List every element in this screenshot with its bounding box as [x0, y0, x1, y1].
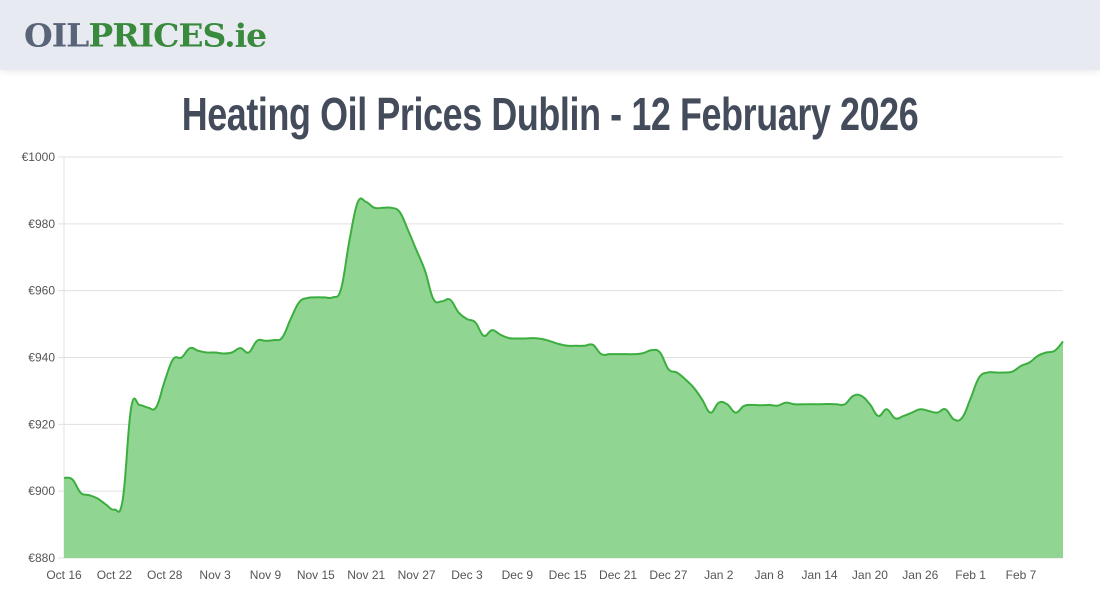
site-header: OILPRICES.ie — [0, 0, 1100, 70]
site-logo[interactable]: OILPRICES.ie — [24, 17, 267, 55]
x-tick-label: Dec 21 — [599, 568, 637, 582]
x-tick-label: Jan 14 — [802, 568, 838, 582]
y-axis: €880 €900 €920 €940 €960 €980 €1000 — [22, 150, 56, 565]
x-axis: Oct 16 Oct 22 Oct 28 Nov 3 Nov 9 Nov 15 Nov 21… — [46, 568, 1036, 582]
price-area-fill — [64, 198, 1063, 558]
y-tick-label: €920 — [28, 417, 55, 431]
x-tick-label: Oct 16 — [46, 568, 82, 582]
x-tick-label: Feb 1 — [955, 568, 986, 582]
x-tick-label: Dec 27 — [649, 568, 687, 582]
x-tick-label: Jan 2 — [704, 568, 734, 582]
x-tick-label: Jan 8 — [754, 568, 784, 582]
y-tick-label: €940 — [28, 351, 55, 365]
x-tick-label: Feb 7 — [1006, 568, 1037, 582]
x-tick-label: Nov 3 — [199, 568, 231, 582]
y-tick-label: €880 — [28, 551, 55, 565]
logo-prices-text: PRICES.ie — [88, 17, 267, 55]
logo-oil-text: OIL — [24, 17, 89, 55]
y-tick-label: €900 — [28, 484, 55, 498]
x-tick-label: Oct 22 — [97, 568, 133, 582]
x-tick-label: Jan 20 — [852, 568, 888, 582]
page-title: Heating Oil Prices Dublin - 12 February … — [181, 88, 919, 140]
x-tick-label: Oct 28 — [147, 568, 183, 582]
x-tick-label: Nov 21 — [347, 568, 385, 582]
price-line[interactable] — [63, 197, 1064, 513]
x-tick-label: Dec 15 — [549, 568, 587, 582]
x-tick-label: Nov 15 — [297, 568, 335, 582]
y-tick-label: €1000 — [22, 150, 56, 164]
y-tick-label: €980 — [28, 217, 55, 231]
x-tick-label: Jan 26 — [902, 568, 938, 582]
y-tick-label: €960 — [28, 284, 55, 298]
x-tick-label: Nov 27 — [398, 568, 436, 582]
x-tick-label: Dec 3 — [451, 568, 483, 582]
x-tick-label: Dec 9 — [502, 568, 534, 582]
x-tick-label: Nov 9 — [250, 568, 282, 582]
